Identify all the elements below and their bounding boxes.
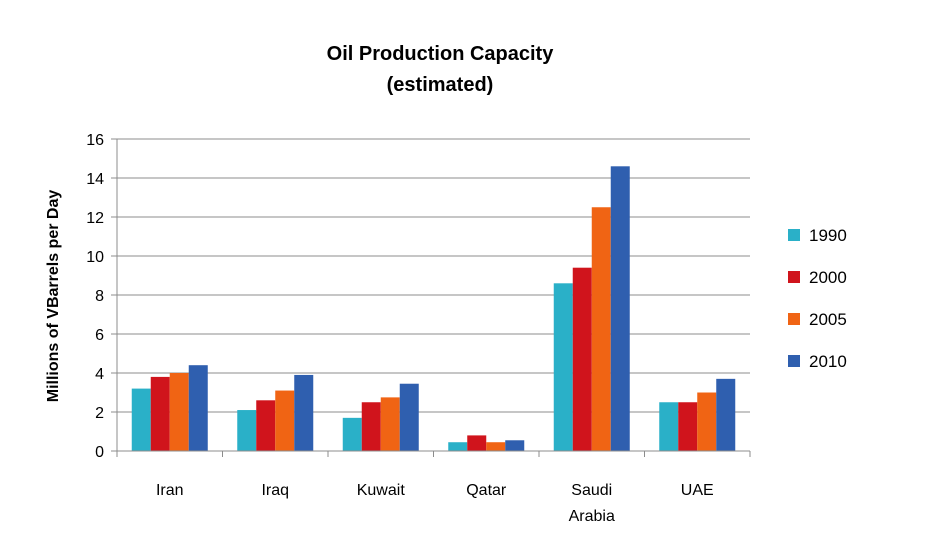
gridlines	[117, 138, 750, 413]
bar-2005-uae	[697, 392, 717, 451]
category-label: Qatar	[466, 482, 507, 499]
bar-1990-qatar	[448, 442, 468, 451]
y-tick-label: 14	[86, 171, 104, 188]
y-tick-label: 6	[95, 327, 104, 344]
category-label: Iraq	[261, 482, 289, 499]
y-tick-label: 10	[86, 249, 104, 266]
category-label: Kuwait	[357, 482, 406, 499]
bar-2000-qatar	[467, 435, 487, 451]
bar-2005-iran	[169, 373, 189, 451]
bar-2010-saudi-arabia	[610, 166, 630, 452]
bar-2005-qatar	[486, 442, 506, 451]
y-tick-labels: 0 2 4 6 8 10 12 14 16	[86, 132, 117, 461]
legend-swatch-2005	[788, 313, 800, 325]
category-labels: Iran Iraq Kuwait Qatar Saudi Arabia UAE	[156, 482, 714, 525]
bar-2010-qatar	[505, 440, 525, 451]
bar-1990-iran	[131, 388, 151, 451]
bar-2010-kuwait	[399, 383, 419, 451]
legend-swatch-2000	[788, 271, 800, 283]
bar-2005-saudi-arabia	[591, 207, 611, 451]
bar-2010-uae	[716, 378, 736, 451]
legend-label-1990: 1990	[809, 226, 847, 245]
chart-subtitle: (estimated)	[387, 74, 494, 96]
category-label: Iran	[156, 482, 184, 499]
axes	[116, 139, 751, 457]
bar-2005-iraq	[275, 390, 295, 451]
bar-2000-kuwait	[361, 402, 381, 451]
bar-2000-iraq	[256, 400, 276, 451]
category-label: Arabia	[569, 508, 615, 525]
bar-1990-uae	[659, 402, 679, 451]
legend-label-2000: 2000	[809, 268, 847, 287]
legend-swatch-1990	[788, 229, 800, 241]
bar-2005-kuwait	[380, 397, 400, 451]
category-label: UAE	[681, 482, 714, 499]
chart-title-group: Oil Production Capacity (estimated)	[327, 43, 555, 96]
bars	[131, 166, 736, 452]
y-tick-label: 12	[86, 210, 104, 227]
bar-2010-iran	[188, 365, 208, 451]
chart-title: Oil Production Capacity	[327, 43, 555, 65]
legend: 1990 2000 2005 2010	[788, 226, 847, 371]
legend-label-2010: 2010	[809, 352, 847, 371]
bar-1990-saudi-arabia	[553, 283, 573, 451]
bar-2000-saudi-arabia	[572, 267, 592, 451]
legend-swatch-2010	[788, 355, 800, 367]
legend-label-2005: 2005	[809, 310, 847, 329]
bar-2000-uae	[678, 402, 698, 451]
bar-2010-iraq	[294, 374, 314, 451]
bar-1990-kuwait	[342, 417, 362, 451]
y-axis-label: Millions of VBarrels per Day	[45, 190, 62, 403]
y-tick-label: 8	[95, 288, 104, 305]
y-tick-label: 0	[95, 444, 104, 461]
bar-2000-iran	[150, 376, 170, 451]
category-label: Saudi	[571, 482, 612, 499]
bar-1990-iraq	[237, 410, 257, 451]
y-tick-label: 4	[95, 366, 104, 383]
y-tick-label: 16	[86, 132, 104, 149]
y-tick-label: 2	[95, 405, 104, 422]
